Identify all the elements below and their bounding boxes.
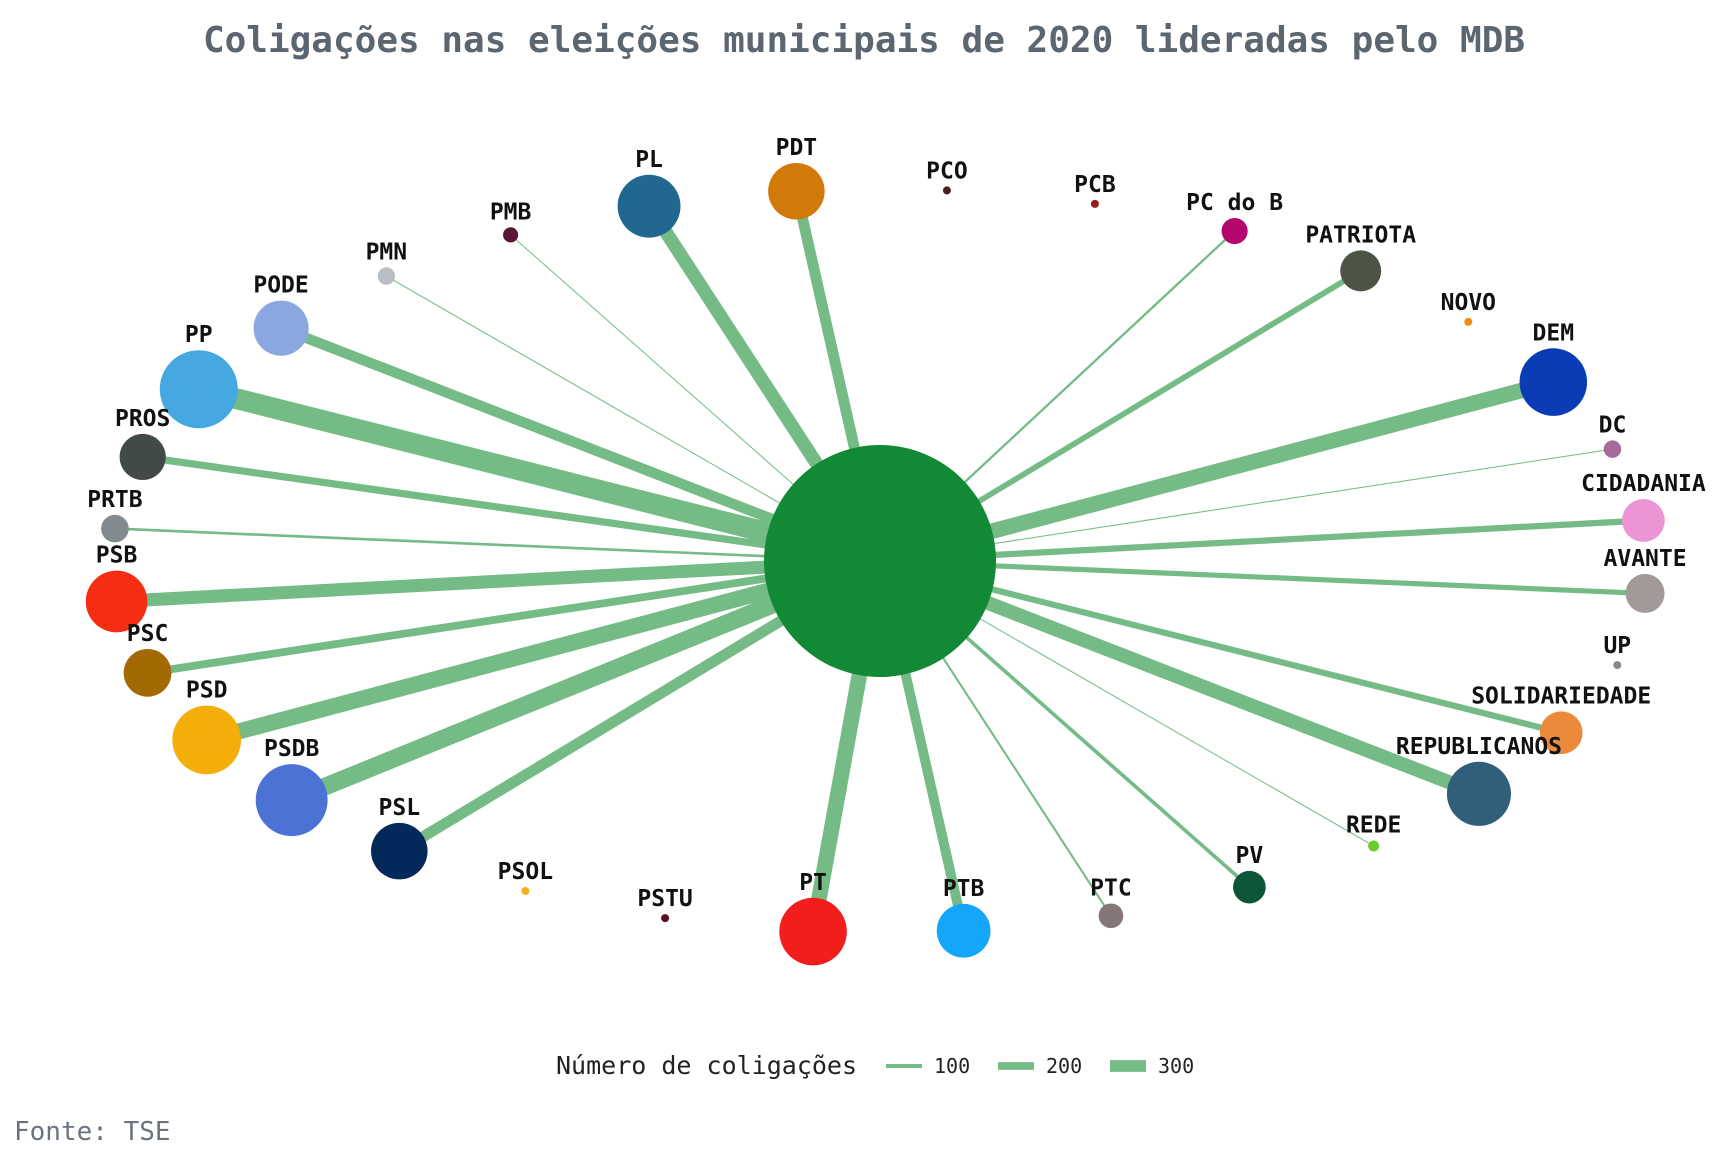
label-psc: PSC — [127, 621, 169, 647]
label-rede: REDE — [1346, 812, 1401, 838]
node-psc — [123, 648, 172, 697]
edge-prtb — [114, 527, 881, 563]
node-rede — [1368, 840, 1380, 852]
node-pode — [253, 300, 309, 356]
label-pc-do-b: PC do B — [1186, 190, 1283, 216]
center-node-mdb — [764, 445, 996, 677]
label-pros: PROS — [115, 406, 170, 432]
label-psl: PSL — [379, 795, 421, 821]
label-ptc: PTC — [1090, 875, 1132, 901]
label-pv: PV — [1236, 843, 1264, 869]
node-solidariedade — [1539, 711, 1583, 755]
edge-dc — [879, 448, 1613, 562]
label-ptb: PTB — [943, 876, 985, 902]
center-node-layer — [764, 445, 996, 677]
node-prtb — [101, 514, 129, 543]
edge-pros — [142, 453, 881, 565]
label-psb: PSB — [96, 543, 138, 569]
node-psd — [172, 705, 242, 775]
label-psol: PSOL — [498, 859, 553, 885]
node-pco — [942, 186, 951, 195]
edge-cidadania — [879, 517, 1644, 565]
label-pstu: PSTU — [637, 886, 692, 912]
edge-avante — [879, 558, 1646, 597]
node-novo — [1464, 317, 1473, 326]
label-dem: DEM — [1533, 320, 1575, 346]
node-ptb — [936, 903, 991, 958]
nodes-layer — [85, 162, 1665, 966]
node-pv — [1233, 870, 1266, 904]
label-pode: PODE — [253, 273, 308, 299]
label-pmb: PMB — [490, 199, 532, 225]
node-pros — [119, 433, 166, 480]
node-pcb — [1090, 199, 1099, 208]
edge-dem — [877, 374, 1556, 569]
label-psdb: PSDB — [264, 736, 320, 762]
label-dc: DC — [1599, 412, 1627, 438]
node-patriota — [1340, 250, 1382, 292]
label-pmn: PMN — [366, 239, 408, 265]
node-pp — [159, 350, 238, 429]
node-dem — [1519, 348, 1588, 416]
label-pco: PCO — [926, 158, 968, 184]
node-psdb — [255, 764, 328, 837]
label-pl: PL — [635, 147, 663, 173]
node-ptc — [1098, 903, 1124, 929]
node-pmb — [503, 227, 519, 243]
label-novo: NOVO — [1441, 290, 1496, 316]
node-dc — [1603, 440, 1622, 458]
label-pp: PP — [185, 322, 213, 348]
label-avante: AVANTE — [1604, 546, 1687, 572]
edge-solidariedade — [879, 557, 1562, 736]
label-pdt: PDT — [776, 135, 818, 161]
node-pl — [617, 174, 681, 238]
legend-tick-200: 200 — [1046, 1054, 1082, 1078]
edge-psd — [204, 553, 883, 748]
node-psl — [371, 822, 428, 880]
node-republicanos — [1446, 761, 1511, 826]
source-note: Fonte: TSE — [14, 1117, 171, 1147]
label-prtb: PRTB — [87, 487, 143, 513]
node-pt — [779, 897, 847, 966]
legend-tick-100: 100 — [934, 1054, 970, 1078]
node-cidadania — [1622, 499, 1665, 542]
label-cidadania: CIDADANIA — [1581, 471, 1706, 497]
node-pmn — [377, 267, 396, 285]
labels-layer: PMN PMB PL PDT PCO PCB PC do B PATRIOTA NOVO DEM D… — [87, 135, 1706, 912]
chart-title: Coligações nas eleições municipais de 20… — [203, 20, 1525, 61]
label-patriota: PATRIOTA — [1305, 222, 1416, 248]
node-up — [1613, 661, 1622, 670]
label-solidariedade: SOLIDARIEDADE — [1471, 683, 1651, 709]
node-pdt — [768, 162, 825, 220]
label-pcb: PCB — [1074, 172, 1116, 198]
edge-psc — [146, 557, 881, 677]
label-psd: PSD — [186, 678, 228, 704]
legend: Número de coligações 100 200 300 — [556, 1051, 1194, 1080]
node-pc-do-b — [1221, 217, 1248, 245]
node-avante — [1625, 573, 1665, 613]
legend-title: Número de coligações — [556, 1051, 857, 1080]
label-republicanos: REPUBLICANOS — [1396, 734, 1562, 760]
node-pstu — [661, 914, 670, 923]
node-psol — [521, 886, 530, 895]
edge-pp — [196, 379, 883, 572]
edge-psb — [116, 554, 881, 608]
node-psb — [85, 570, 148, 633]
label-pt: PT — [799, 870, 827, 896]
legend-tick-300: 300 — [1158, 1054, 1194, 1078]
label-up: UP — [1603, 633, 1631, 659]
